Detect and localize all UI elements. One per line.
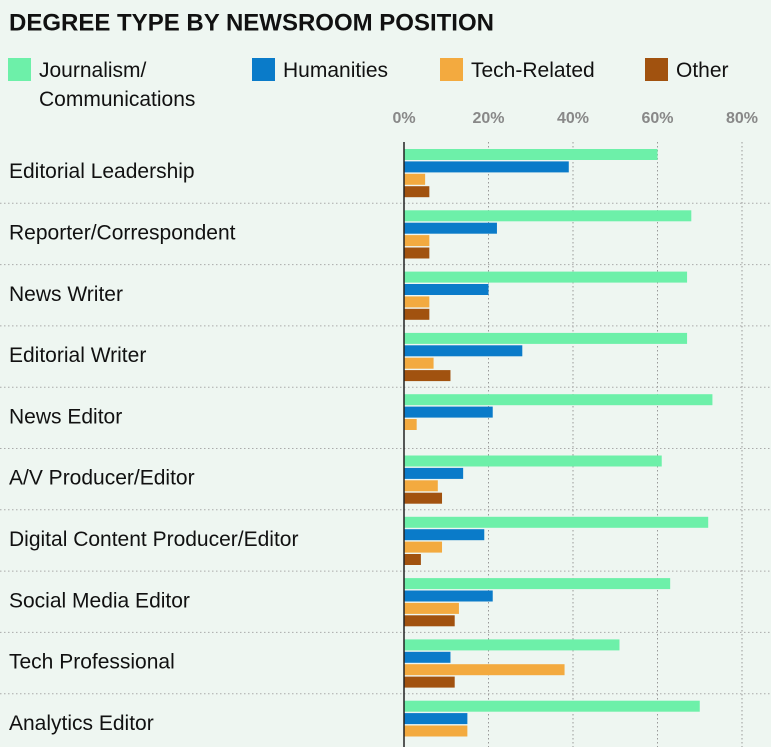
y-tick-label: Tech Professional xyxy=(9,651,175,674)
y-tick-label: News Editor xyxy=(9,405,122,428)
legend-swatch xyxy=(252,58,275,81)
bar xyxy=(404,247,430,259)
y-tick-label: Social Media Editor xyxy=(9,589,190,612)
bar xyxy=(404,271,688,283)
y-tick-label: Analytics Editor xyxy=(9,712,154,735)
bar xyxy=(404,713,468,725)
y-tick-label: Reporter/Correspondent xyxy=(9,221,236,244)
bar xyxy=(404,332,688,344)
legend-swatch xyxy=(8,58,31,81)
legend-item: Journalism/ Communications xyxy=(8,56,218,114)
bar xyxy=(404,455,662,467)
x-tick-label: 0% xyxy=(392,110,415,127)
x-tick-label: 20% xyxy=(472,110,504,127)
y-tick-label: News Writer xyxy=(9,283,123,306)
bar xyxy=(404,357,434,369)
bar xyxy=(404,639,620,651)
legend-item: Other xyxy=(645,56,765,85)
bar xyxy=(404,480,438,492)
bar xyxy=(404,149,658,160)
bar xyxy=(404,370,451,382)
bar xyxy=(404,578,671,590)
bar xyxy=(404,161,569,173)
bar xyxy=(404,222,497,234)
legend-label: Other xyxy=(676,59,729,82)
bar xyxy=(404,210,692,222)
x-tick-label: 60% xyxy=(641,110,673,127)
legend-label: Humanities xyxy=(283,59,389,82)
y-tick-label: Editorial Writer xyxy=(9,344,146,367)
bar xyxy=(404,676,455,688)
y-tick-label: Digital Content Producer/Editor xyxy=(9,528,298,551)
legend-item: Tech-Related xyxy=(440,56,640,85)
x-tick-label: 40% xyxy=(557,110,589,127)
legend-swatch xyxy=(440,58,463,81)
bar xyxy=(404,529,485,541)
bar xyxy=(404,308,430,320)
bar xyxy=(404,235,430,247)
bar xyxy=(404,394,713,406)
bar xyxy=(404,467,464,479)
legend-label: Tech-Related xyxy=(471,59,595,82)
bar xyxy=(404,664,565,676)
bar xyxy=(404,541,443,553)
legend-swatch xyxy=(645,58,668,81)
bar xyxy=(404,284,489,295)
bar xyxy=(404,700,700,712)
chart-title: DEGREE TYPE BY NEWSROOM POSITION xyxy=(9,9,494,36)
legend-item: Humanities xyxy=(252,56,432,85)
bar xyxy=(404,419,417,430)
x-tick-label: 80% xyxy=(726,110,758,127)
legend: Journalism/ Communications Humanities Tech… xyxy=(0,56,771,116)
bar xyxy=(404,554,421,565)
bar xyxy=(404,725,468,737)
bar xyxy=(404,173,426,185)
bar xyxy=(404,406,493,418)
legend-label: Journalism/ Communications xyxy=(39,59,196,111)
y-tick-label: A/V Producer/Editor xyxy=(9,467,195,490)
bar xyxy=(404,602,459,614)
bar xyxy=(404,516,709,528)
y-tick-label: Editorial Leadership xyxy=(9,160,195,183)
bar xyxy=(404,296,430,308)
bar xyxy=(404,651,451,663)
bar xyxy=(404,590,493,602)
bar xyxy=(404,615,455,627)
bar xyxy=(404,345,523,357)
bar xyxy=(404,186,430,198)
bar xyxy=(404,492,443,504)
